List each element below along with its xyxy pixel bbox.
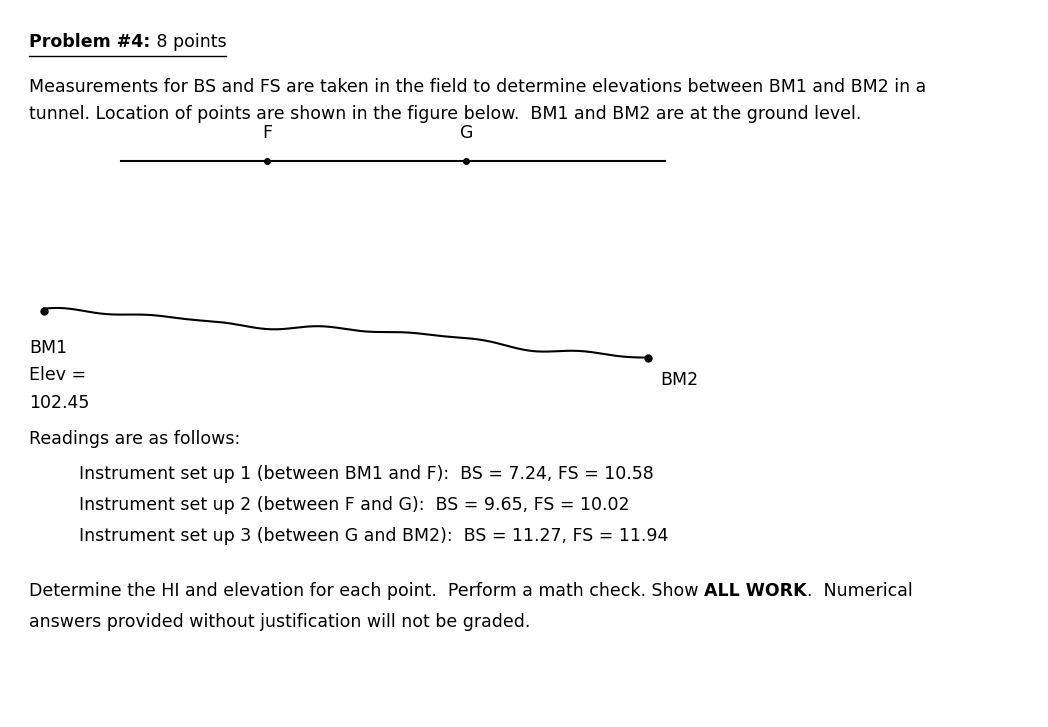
Text: Instrument set up 3 (between G and BM2):  BS = 11.27, FS = 11.94: Instrument set up 3 (between G and BM2):…: [79, 527, 668, 545]
Text: Measurements for BS and FS are taken in the field to determine elevations betwee: Measurements for BS and FS are taken in …: [29, 78, 926, 96]
Text: Determine the HI and elevation for each point.  Perform a math check. Show: Determine the HI and elevation for each …: [29, 582, 704, 600]
Text: Instrument set up 1 (between BM1 and F):  BS = 7.24, FS = 10.58: Instrument set up 1 (between BM1 and F):…: [79, 465, 653, 483]
Text: .  Numerical: . Numerical: [807, 582, 913, 600]
Text: G: G: [460, 124, 473, 142]
Text: Elev =: Elev =: [29, 366, 87, 385]
Text: 102.45: 102.45: [29, 394, 90, 412]
Text: ALL WORK: ALL WORK: [704, 582, 807, 600]
Text: Readings are as follows:: Readings are as follows:: [29, 430, 241, 449]
Text: tunnel. Location of points are shown in the figure below.  BM1 and BM2 are at th: tunnel. Location of points are shown in …: [29, 105, 861, 123]
Text: BM1: BM1: [29, 339, 67, 357]
Text: Problem #4:: Problem #4:: [29, 33, 151, 51]
Text: 8 points: 8 points: [151, 33, 226, 51]
Text: F: F: [262, 124, 272, 142]
Text: Instrument set up 2 (between F and G):  BS = 9.65, FS = 10.02: Instrument set up 2 (between F and G): B…: [79, 496, 629, 514]
Text: answers provided without justification will not be graded.: answers provided without justification w…: [29, 613, 530, 631]
Text: BM2: BM2: [660, 371, 698, 389]
